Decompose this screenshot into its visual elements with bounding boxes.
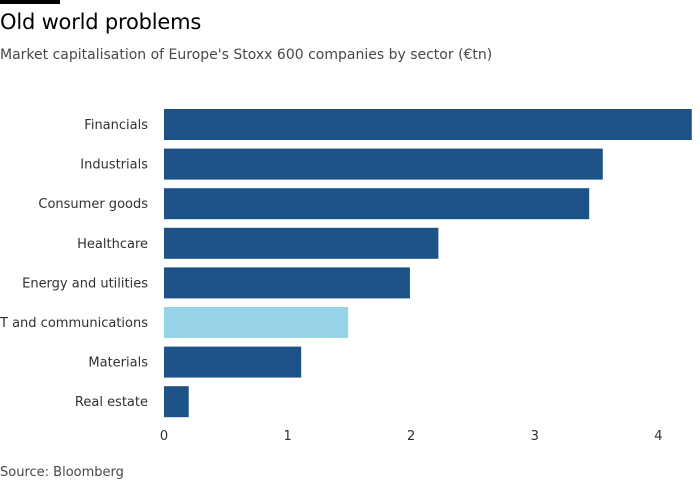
bar-chart: Financials Industrials Consumer goods Healt… [0, 109, 692, 444]
chart-subtitle: Market capitalisation of Europe's Stoxx … [0, 47, 493, 63]
category-label-materials: Materials [88, 356, 148, 371]
bar-consumer-goods [164, 188, 590, 220]
x-tick-label-2: 2 [407, 429, 415, 444]
x-tick-label-3: 3 [531, 429, 539, 444]
category-label-it-and-communications: IT and communications [0, 316, 148, 331]
category-label-consumer-goods: Consumer goods [38, 197, 148, 212]
chart-title: Old world problems [0, 10, 202, 34]
category-label-energy-and-utilities: Energy and utilities [22, 276, 148, 291]
bar-materials [164, 346, 302, 378]
x-tick-label-4: 4 [654, 429, 662, 444]
bars-group [164, 109, 692, 418]
category-label-healthcare: Healthcare [77, 237, 148, 252]
bar-real-estate [164, 386, 189, 418]
bar-industrials [164, 148, 603, 180]
category-label-industrials: Industrials [80, 158, 148, 173]
x-tick-label-1: 1 [283, 429, 291, 444]
bar-energy-and-utilities [164, 267, 410, 299]
top-rule [0, 0, 60, 4]
bar-financials [164, 109, 692, 140]
source-note: Source: Bloomberg [0, 465, 124, 480]
x-axis-tick-labels: 0 1 2 3 4 [160, 429, 663, 444]
category-labels: Financials Industrials Consumer goods Healt… [0, 118, 148, 410]
bar-healthcare [164, 227, 439, 259]
x-tick-label-0: 0 [160, 429, 168, 444]
bar-it-and-communications [164, 307, 349, 338]
category-label-real-estate: Real estate [75, 395, 148, 410]
category-label-financials: Financials [84, 118, 148, 133]
